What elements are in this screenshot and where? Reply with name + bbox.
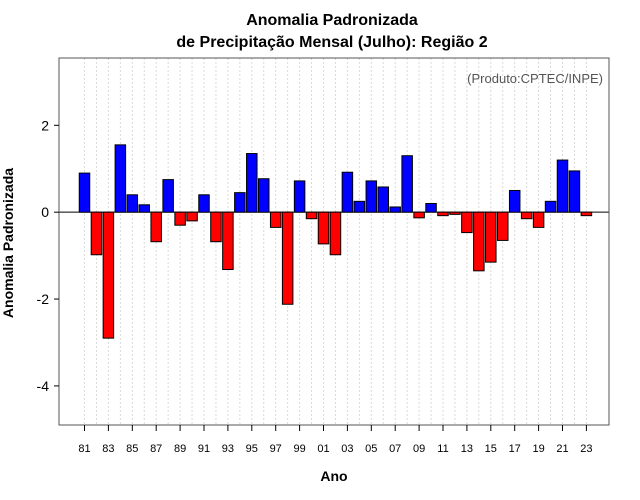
x-tick-label: 03 [341, 443, 353, 455]
vertical-gridlines [84, 58, 587, 425]
plot-frame [58, 57, 610, 426]
x-tick-label: 99 [293, 443, 305, 455]
bar-98 [281, 211, 294, 305]
x-tick-label: 85 [126, 443, 138, 455]
bar-06 [377, 186, 389, 213]
x-tick-label: 93 [222, 443, 234, 455]
x-tick-label: 19 [532, 443, 544, 455]
x-tick-label: 91 [198, 443, 210, 455]
bar-22 [568, 170, 581, 213]
bar-21 [556, 159, 569, 213]
bar-84 [114, 144, 127, 213]
bar-01 [317, 211, 330, 245]
x-tick-label: 97 [270, 443, 282, 455]
bar-20 [544, 200, 557, 213]
bar-94 [234, 192, 246, 213]
bar-97 [269, 211, 282, 228]
chart-title-line2: de Precipitação Mensal (Julho): Região 2 [176, 34, 487, 51]
x-tick-label: 89 [174, 443, 186, 455]
bar-82 [90, 211, 103, 256]
bar-03 [341, 171, 354, 213]
x-tick-label: 05 [365, 443, 377, 455]
bar-07 [389, 206, 401, 213]
bar-81 [78, 172, 91, 213]
bar-89 [174, 211, 186, 226]
bar-91 [198, 194, 210, 213]
bar-93 [222, 211, 234, 271]
credit-text: (Produto:CPTEC/INPE) [467, 71, 603, 86]
bar-05 [365, 180, 378, 213]
bar-08 [401, 155, 413, 213]
x-tick-label: 23 [580, 443, 592, 455]
y-tick-label: -2 [37, 291, 50, 307]
bar-13 [461, 211, 473, 234]
x-tick-label: 83 [102, 443, 114, 455]
bar-18 [520, 211, 533, 220]
bar-15 [485, 211, 497, 263]
bar-92 [210, 211, 222, 243]
bar-88 [162, 179, 174, 213]
x-tick-label: 81 [78, 443, 90, 455]
bar-00 [305, 211, 318, 220]
x-tick-label: 13 [461, 443, 473, 455]
bar-23 [580, 211, 593, 217]
x-tick-label: 21 [556, 443, 568, 455]
y-axis-title: Anomalia Padronizada [0, 168, 16, 318]
x-axis: 81 83 85 87 89 91 93 95 97 99 01 03 05 07 09 11 13 15 17 19… [78, 425, 593, 455]
bar-87 [150, 211, 162, 243]
bar-90 [186, 211, 198, 222]
bar-95 [246, 153, 258, 213]
x-tick-label: 07 [389, 443, 401, 455]
y-tick-label: 2 [41, 117, 49, 133]
bar-12 [449, 211, 461, 215]
x-tick-label: 15 [485, 443, 497, 455]
bar-86 [138, 204, 150, 213]
y-axis: -4 -2 0 2 [37, 117, 59, 394]
y-tick-label: -4 [37, 378, 50, 394]
bar-04 [353, 200, 366, 213]
bar-16 [497, 211, 509, 241]
x-tick-label: 17 [509, 443, 521, 455]
bar-85 [126, 194, 139, 213]
x-tick-label: 87 [150, 443, 162, 455]
chart-title-line1: Anomalia Padronizada [246, 12, 418, 29]
x-tick-label: 95 [246, 443, 258, 455]
bar-09 [413, 211, 425, 219]
bar-99 [293, 180, 306, 213]
x-axis-title: Ano [320, 468, 347, 484]
bar-96 [258, 178, 270, 213]
x-tick-label: 01 [317, 443, 329, 455]
bar-11 [437, 211, 449, 217]
bar-10 [425, 202, 437, 213]
bar-14 [473, 211, 485, 272]
bar-83 [102, 211, 115, 339]
bars [78, 144, 593, 339]
bar-19 [532, 211, 545, 228]
bar-02 [329, 211, 342, 256]
x-tick-label: 09 [413, 443, 425, 455]
y-tick-label: 0 [41, 204, 49, 220]
bar-17 [508, 189, 521, 213]
x-tick-label: 11 [437, 443, 448, 455]
